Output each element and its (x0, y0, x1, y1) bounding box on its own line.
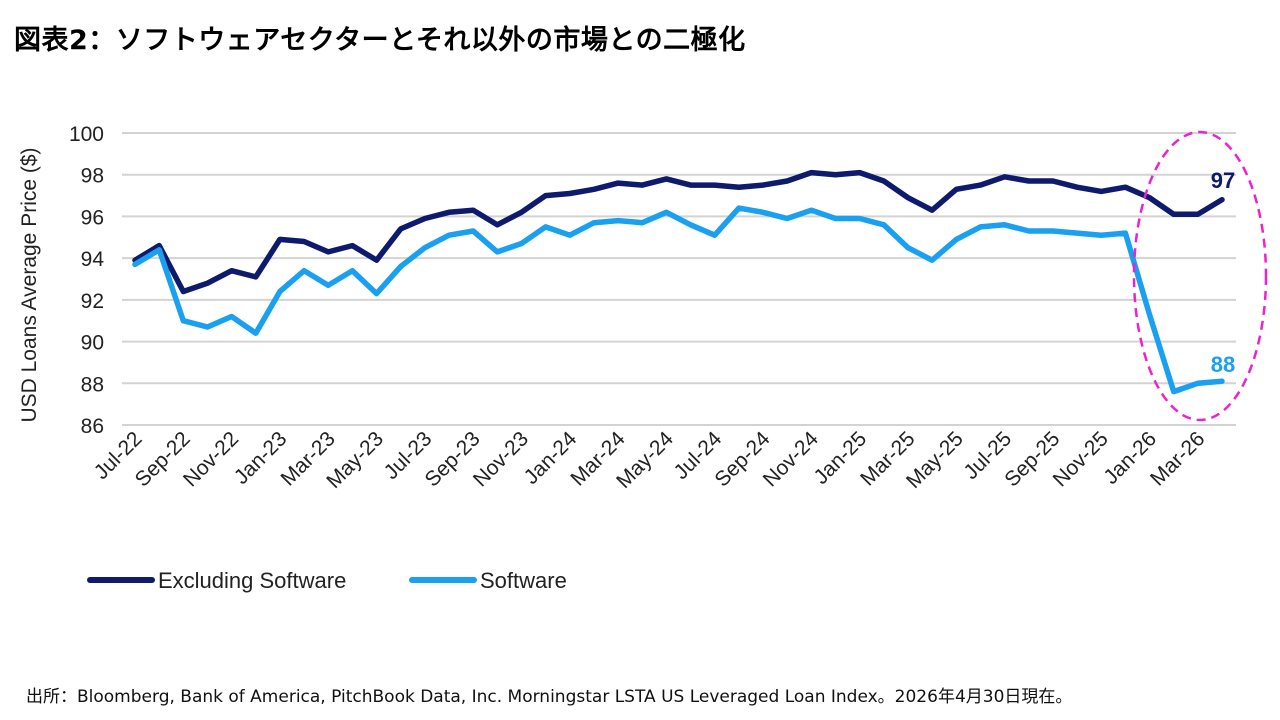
grid-lines (122, 132, 1236, 426)
legend-item-software: Software (409, 568, 567, 593)
end-value-labels: 97 88 (1211, 168, 1235, 377)
series-line-excluding-software (132, 169, 1225, 295)
chart-title: 図表2：ソフトウェアセクターとそれ以外の市場との二極化 (14, 25, 746, 56)
x-tick-labels: Jul-22Sep-22Nov-22Jan-23Mar-23May-23Jul-… (90, 427, 1210, 493)
legend-label: Software (480, 568, 567, 593)
legend-label: Excluding Software (158, 568, 346, 593)
series-lines (132, 169, 1225, 395)
x-tick-label: Nov-24 (759, 427, 823, 491)
source-footnote: 出所：Bloomberg, Bank of America, PitchBook… (26, 687, 1073, 707)
y-tick-label: 86 (81, 415, 104, 438)
y-tick-label: 92 (81, 290, 104, 313)
x-tick-label: Nov-22 (179, 427, 243, 491)
y-tick-label: 90 (81, 332, 104, 355)
legend: Excluding Software Software (87, 568, 567, 593)
end-label-software: 88 (1211, 352, 1235, 377)
y-tick-label: 94 (81, 248, 105, 271)
y-axis-label: USD Loans Average Price ($) (18, 147, 41, 422)
y-tick-label: 88 (81, 373, 104, 396)
y-tick-label: 96 (81, 206, 104, 229)
y-tick-labels: 86 88 90 92 94 96 98 100 (69, 123, 104, 438)
x-tick-label: Nov-23 (469, 427, 533, 491)
end-label-excluding-software: 97 (1211, 168, 1235, 193)
y-tick-label: 98 (81, 165, 104, 188)
series-line-software (132, 205, 1225, 395)
highlight-ellipse (1132, 130, 1268, 422)
x-tick-label: Mar-26 (1146, 427, 1209, 490)
x-tick-label: Nov-25 (1049, 427, 1113, 491)
legend-item-excluding-software: Excluding Software (87, 568, 346, 593)
y-tick-label: 100 (69, 123, 104, 146)
